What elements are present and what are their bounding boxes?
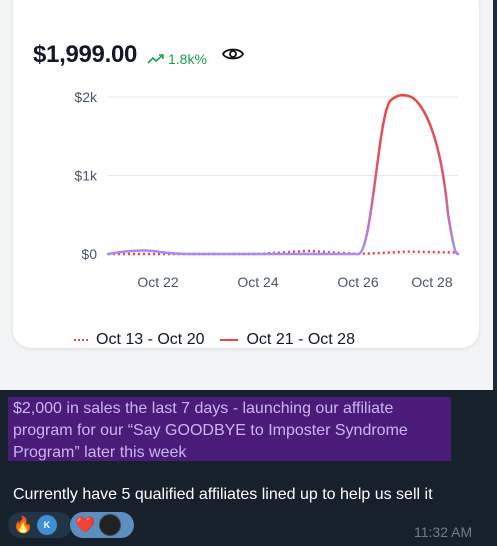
y-tick-label: $1k <box>74 168 98 184</box>
message-body-text: Currently have 5 qualified affiliates li… <box>13 486 433 503</box>
delta-percent: 1.8k% <box>168 51 207 67</box>
scrollbar-track[interactable] <box>493 0 497 390</box>
message-timestamp: 11:32 AM <box>414 524 473 540</box>
x-tick-label: Oct 28 <box>411 274 452 290</box>
x-tick-label: Oct 26 <box>337 274 378 290</box>
legend-swatch-dotted <box>74 339 88 341</box>
eye-icon[interactable] <box>222 46 244 62</box>
legend-swatch-solid <box>220 339 239 341</box>
avatar: K <box>36 515 57 535</box>
fire-icon: 🔥 <box>13 517 33 534</box>
sales-line-chart: $2k $1k $0 Oct 22 Oct 24 Oct 26 Oct 28 <box>74 89 460 290</box>
sales-chart-card <box>13 0 479 348</box>
message-highlight-background <box>8 397 451 461</box>
series-line-previous-week <box>108 249 459 256</box>
legend-label-current: Oct 21 - Oct 28 <box>246 331 355 348</box>
legend-label-previous: Oct 13 - Oct 20 <box>96 331 205 348</box>
avatar <box>98 514 121 536</box>
chart-legend: Oct 13 - Oct 20 Oct 21 - Oct 28 <box>74 331 355 349</box>
y-tick-label: $0 <box>81 246 97 262</box>
y-tick-label: $2k <box>74 89 98 105</box>
trend-up-icon <box>147 54 164 64</box>
message-highlighted-text: $2,000 in sales the last 7 days - launch… <box>13 400 408 461</box>
legend-item-current[interactable]: Oct 21 - Oct 28 <box>220 331 355 349</box>
reaction-fire[interactable]: 🔥 K <box>8 512 72 538</box>
heart-icon: ❤️ <box>75 517 95 534</box>
reaction-heart[interactable]: ❤️ <box>70 512 134 538</box>
sales-delta: 1.8k% <box>147 51 207 67</box>
legend-item-previous[interactable]: Oct 13 - Oct 20 <box>74 331 204 349</box>
series-line-current-week <box>106 93 460 256</box>
sales-amount: $1,999.00 <box>33 41 138 68</box>
x-tick-label: Oct 24 <box>237 274 278 290</box>
x-tick-label: Oct 22 <box>137 274 178 290</box>
